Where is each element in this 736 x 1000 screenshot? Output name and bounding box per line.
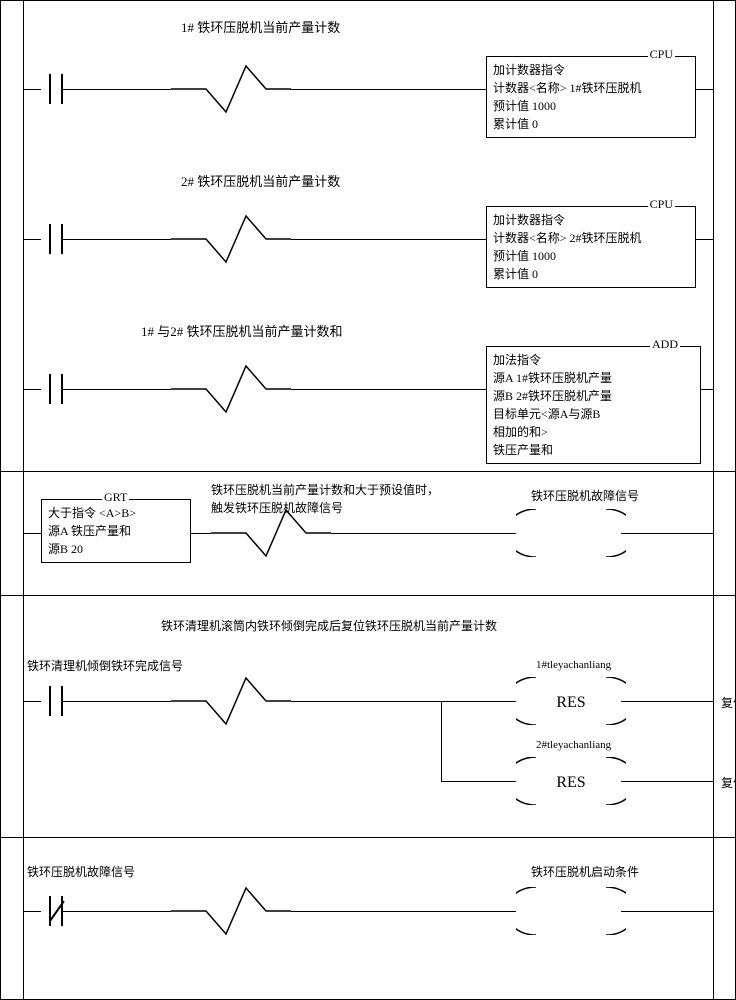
rung1-box-tab: CPU <box>648 45 675 63</box>
wire <box>441 781 516 782</box>
rung5-coil1-top: 1#tleyachanliang <box>536 659 611 671</box>
wire <box>23 239 41 240</box>
wire <box>191 533 211 534</box>
rung6-pulse <box>171 886 291 936</box>
box-line: 计数器<名称> 2#铁环压脱机 <box>493 229 689 247</box>
left-rail <box>23 1 24 999</box>
rung6-coil-label: 铁环压脱机启动条件 <box>531 863 639 880</box>
rung5-contact-label: 铁环清理机倾倒铁环完成信号 <box>27 657 183 674</box>
wire <box>291 239 486 240</box>
wire <box>63 239 171 240</box>
rung4-grt-tab: GRT <box>102 488 129 506</box>
rung3-pulse <box>171 364 291 414</box>
section-divider <box>1 595 735 596</box>
wire <box>621 701 713 702</box>
wire <box>331 533 516 534</box>
rung2-title: 2# 铁环压脱机当前产量计数 <box>181 171 340 190</box>
right-rail <box>713 1 714 999</box>
box-line: 预计值 1000 <box>493 97 689 115</box>
box-line: 加计数器指令 <box>493 211 689 229</box>
res-text: RES <box>556 774 585 791</box>
wire <box>291 701 516 702</box>
rung5-coil1-right: 复位指令 <box>721 694 736 711</box>
rung2-cpu-box: CPU 加计数器指令 计数器<名称> 2#铁环压脱机 预计值 1000 累计值 … <box>486 206 696 288</box>
rung2-pulse <box>171 214 291 264</box>
box-line: 源B 20 <box>48 540 184 558</box>
rung1-cpu-box: CPU 加计数器指令 计数器<名称> 1#铁环压脱机 预计值 1000 累计值 … <box>486 56 696 138</box>
rung5-title: 铁环清理机滚筒内铁环倾倒完成后复位铁环压脱机当前产量计数 <box>161 617 497 634</box>
box-line: 目标单元<源A与源B <box>493 405 694 423</box>
box-line: 大于指令 <A>B> <box>48 504 184 522</box>
wire <box>63 701 171 702</box>
rung5-coil2-right: 复位指令 <box>721 774 736 791</box>
rung1-pulse <box>171 64 291 114</box>
box-line: 累计值 0 <box>493 115 689 133</box>
box-line: 加法指令 <box>493 351 694 369</box>
wire <box>23 701 41 702</box>
wire <box>23 89 41 90</box>
wire <box>63 89 171 90</box>
wire <box>23 389 41 390</box>
box-line: 铁压产量和 <box>493 441 694 459</box>
wire <box>621 533 713 534</box>
wire <box>23 911 41 912</box>
rung3-title: 1# 与2# 铁环压脱机当前产量计数和 <box>141 321 343 340</box>
rung4-coil-label: 铁环压脱机故障信号 <box>531 487 639 504</box>
rung4-grt-box: GRT 大于指令 <A>B> 源A 铁压产量和 源B 20 <box>41 499 191 563</box>
wire <box>63 911 171 912</box>
wire <box>291 389 486 390</box>
rung2-box-tab: CPU <box>648 195 675 213</box>
box-line: 相加的和> <box>493 423 694 441</box>
rung4-title1: 铁环压脱机当前产量计数和大于预设值时， <box>211 481 439 498</box>
box-line: 加计数器指令 <box>493 61 689 79</box>
rung3-box-tab: ADD <box>650 335 680 353</box>
branch-vwire <box>441 701 442 781</box>
rung1-title: 1# 铁环压脱机当前产量计数 <box>181 17 340 36</box>
section-divider <box>1 471 735 472</box>
rung5-coil2-top: 2#tleyachanliang <box>536 739 611 751</box>
box-line: 计数器<名称> 1#铁环压脱机 <box>493 79 689 97</box>
rung5-coil1: RES <box>516 677 626 725</box>
wire <box>63 389 171 390</box>
box-line: 源A 1#铁环压脱机产量 <box>493 369 694 387</box>
rung6-coil <box>516 887 626 935</box>
res-text: RES <box>556 694 585 711</box>
box-line: 预计值 1000 <box>493 247 689 265</box>
section-divider <box>1 837 735 838</box>
wire <box>696 239 713 240</box>
rung5-coil2: RES <box>516 757 626 805</box>
wire <box>23 533 41 534</box>
wire <box>291 89 486 90</box>
rung5-pulse <box>171 676 291 726</box>
wire <box>291 911 516 912</box>
wire <box>621 781 713 782</box>
rung6-contact-label: 铁环压脱机故障信号 <box>27 863 135 880</box>
wire <box>696 89 713 90</box>
rung4-pulse <box>211 508 331 558</box>
box-line: 累计值 0 <box>493 265 689 283</box>
box-line: 源B 2#铁环压脱机产量 <box>493 387 694 405</box>
wire <box>621 911 713 912</box>
rung3-add-box: ADD 加法指令 源A 1#铁环压脱机产量 源B 2#铁环压脱机产量 目标单元<… <box>486 346 701 464</box>
rung4-coil <box>516 509 626 557</box>
ladder-diagram-page: 1# 铁环压脱机当前产量计数 CPU 加计数器指令 计数器<名称> 1#铁环压脱… <box>0 0 736 1000</box>
wire <box>701 389 713 390</box>
box-line: 源A 铁压产量和 <box>48 522 184 540</box>
